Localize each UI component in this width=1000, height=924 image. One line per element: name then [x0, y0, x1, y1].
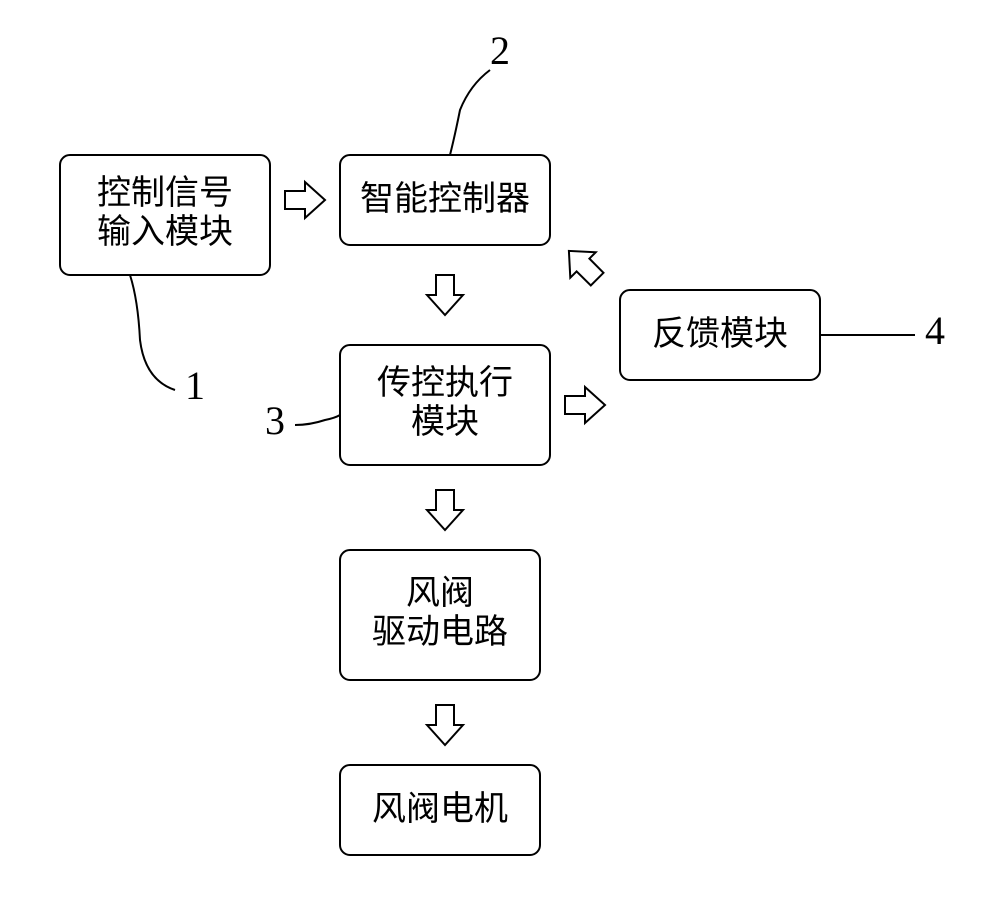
arrow-exec-to-feedback	[565, 387, 605, 423]
node-driver: 风阀驱动电路	[340, 550, 540, 680]
arrow-driver-to-motor	[427, 705, 463, 745]
node-motor: 风阀电机	[340, 765, 540, 855]
flowchart-canvas: 控制信号输入模块 智能控制器传控执行模块 反馈模块风阀驱动电路风阀电机 1 2 3 4	[0, 0, 1000, 924]
node-motor-line1: 风阀电机	[372, 790, 508, 828]
arrow-controller-to-exec	[427, 275, 463, 315]
node-feedback-line1: 反馈模块	[652, 315, 788, 353]
node-input-line1: 控制信号	[97, 174, 233, 212]
node-controller: 智能控制器	[340, 155, 550, 245]
node-feedback: 反馈模块	[620, 290, 820, 380]
callout-label-n2: 2	[490, 28, 510, 73]
node-input: 控制信号输入模块	[60, 155, 270, 275]
node-driver-line2: 驱动电路	[372, 613, 508, 651]
node-input-line2: 输入模块	[97, 213, 233, 251]
node-exec-line2: 模块	[411, 403, 479, 441]
callout-label-n3: 3	[265, 398, 285, 443]
node-driver-line1: 风阀	[406, 575, 474, 612]
arrow-exec-to-driver	[427, 490, 463, 530]
node-exec: 传控执行模块	[340, 345, 550, 465]
callout-label-n4: 4	[925, 308, 945, 353]
callout-line-n2	[450, 70, 490, 155]
node-controller-line1: 智能控制器	[360, 180, 530, 218]
node-exec-line1: 传控执行	[377, 364, 513, 402]
callout-label-n1: 1	[185, 363, 205, 408]
arrow-input-to-controller	[285, 182, 325, 218]
callout-line-n1	[130, 275, 175, 390]
arrow-feedback-to-controller	[569, 251, 604, 286]
callout-line-n3	[295, 415, 340, 425]
